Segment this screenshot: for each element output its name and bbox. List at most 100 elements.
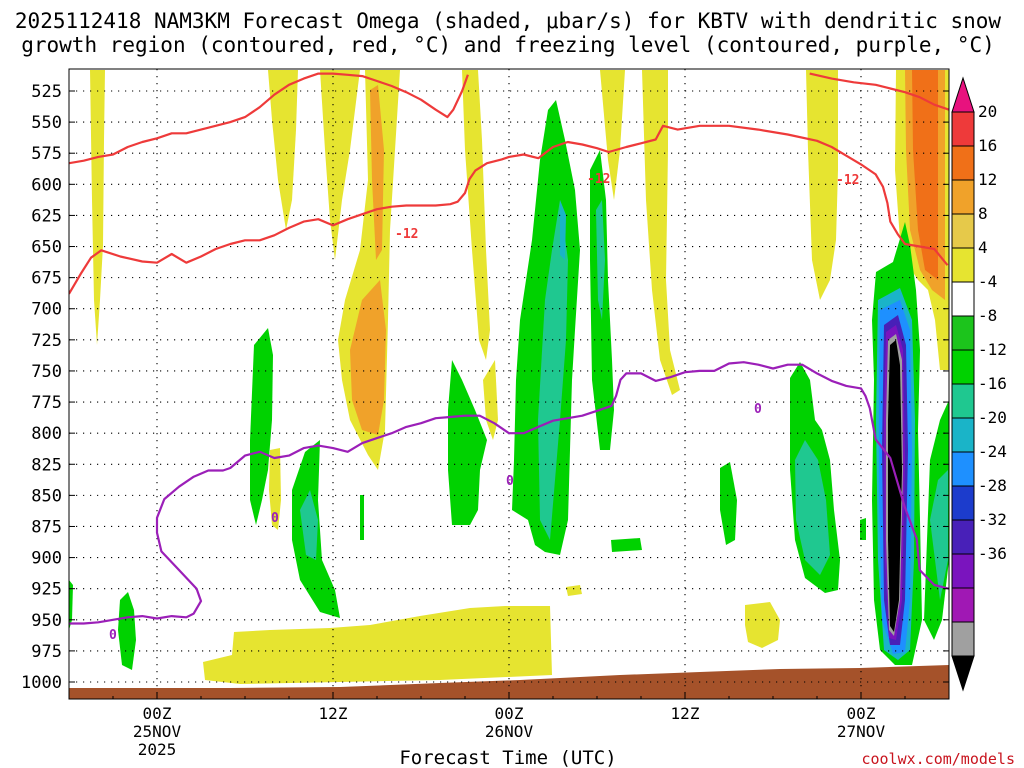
colorbar-label: 16 bbox=[978, 136, 997, 155]
contour-label-freezing: 0 bbox=[506, 474, 514, 489]
omega-positive-region bbox=[90, 70, 105, 345]
y-tick-label: 725 bbox=[31, 331, 62, 351]
colorbar-label: -28 bbox=[978, 476, 1007, 495]
contour-label-dendritic: -12 bbox=[836, 173, 859, 188]
colorbar-swatch bbox=[951, 417, 975, 453]
y-tick-label: 900 bbox=[31, 549, 62, 569]
colorbar-label: 4 bbox=[978, 238, 988, 257]
chart-title-line2: growth region (contoured, red, °C) and f… bbox=[21, 33, 995, 57]
y-tick-label: 825 bbox=[31, 455, 62, 475]
colorbar-swatch bbox=[951, 519, 975, 555]
colorbar-label: 12 bbox=[978, 170, 997, 189]
y-tick-label: 975 bbox=[31, 642, 62, 662]
colorbar-label: -24 bbox=[978, 442, 1007, 461]
omega-negative-region bbox=[720, 462, 737, 545]
omega-negative-region bbox=[448, 360, 487, 525]
omega-negative-region bbox=[69, 580, 73, 630]
y-tick-label: 950 bbox=[31, 611, 62, 631]
omega-negative-region bbox=[611, 538, 642, 552]
x-tick-date: 26NOV bbox=[485, 722, 534, 741]
omega-negative-region bbox=[560, 200, 566, 260]
grid bbox=[69, 69, 949, 699]
x-tick-label: 00Z bbox=[847, 704, 876, 723]
colorbar-swatch bbox=[951, 451, 975, 487]
colorbar-swatch bbox=[951, 621, 975, 657]
y-tick-label: 600 bbox=[31, 175, 62, 195]
colorbar-swatch bbox=[951, 111, 975, 147]
contour-line bbox=[69, 361, 949, 625]
omega-positive-region bbox=[642, 70, 680, 395]
y-tick-label: 800 bbox=[31, 424, 62, 444]
omega-positive-region bbox=[806, 70, 838, 300]
colorbar-swatch bbox=[951, 383, 975, 419]
contour-line bbox=[69, 72, 469, 165]
contour-line bbox=[69, 124, 949, 295]
y-tick-label: 775 bbox=[31, 393, 62, 413]
omega-negative-region bbox=[250, 328, 273, 525]
omega-positive-region bbox=[483, 360, 498, 440]
colorbar-label: -36 bbox=[978, 544, 1007, 563]
y-tick-label: 625 bbox=[31, 206, 62, 226]
omega-positive-region bbox=[269, 448, 281, 530]
y-tick-label: 925 bbox=[31, 580, 62, 600]
omega-negative-region bbox=[930, 470, 948, 600]
colorbar-label: -12 bbox=[978, 340, 1007, 359]
x-tick-date: 25NOV bbox=[133, 722, 182, 741]
y-tick-label: 675 bbox=[31, 269, 62, 289]
y-tick-label: 575 bbox=[31, 144, 62, 164]
omega-positive-region bbox=[912, 70, 938, 280]
omega-negative-region bbox=[596, 200, 605, 320]
omega-positive-region bbox=[350, 280, 386, 435]
omega-shading bbox=[69, 70, 949, 699]
omega-negative-region bbox=[538, 200, 568, 540]
y-tick-label: 850 bbox=[31, 486, 62, 506]
contour-line bbox=[809, 72, 949, 111]
colorbar-swatch bbox=[951, 655, 975, 692]
omega-negative-region bbox=[118, 592, 136, 670]
colorbar: 20 16 12 8 4 -4 -8 -12 -16 -20 -24 -28 -32 -36 bbox=[951, 76, 1007, 692]
contour-label-freezing: 0 bbox=[754, 402, 762, 417]
omega-negative-region bbox=[888, 340, 902, 632]
colorbar-label: -4 bbox=[978, 272, 997, 291]
y-tick-label: 1000 bbox=[21, 673, 62, 693]
contour-label-dendritic: -12 bbox=[587, 172, 610, 187]
x-tick-label: 12Z bbox=[319, 704, 348, 723]
y-tick-label: 525 bbox=[31, 82, 62, 102]
credit-text: coolwx.com/models bbox=[861, 750, 1015, 768]
colorbar-label: -32 bbox=[978, 510, 1007, 529]
colorbar-label: -8 bbox=[978, 306, 997, 325]
terrain bbox=[69, 665, 949, 699]
omega-positive-region bbox=[745, 602, 780, 648]
colorbar-swatch bbox=[951, 485, 975, 521]
omega-negative-region bbox=[300, 490, 318, 560]
x-tick-label: 00Z bbox=[143, 704, 172, 723]
contour-label-freezing: 0 bbox=[109, 628, 117, 643]
colorbar-swatch bbox=[951, 315, 975, 351]
colorbar-swatch bbox=[951, 587, 975, 623]
colorbar-label: -20 bbox=[978, 408, 1007, 427]
y-tick-label: 750 bbox=[31, 362, 62, 382]
omega-positive-region bbox=[370, 85, 384, 260]
y-tick-label: 875 bbox=[31, 517, 62, 537]
omega-positive-region bbox=[268, 70, 298, 230]
omega-positive-region bbox=[566, 585, 582, 596]
contour-label-freezing: 0 bbox=[271, 511, 279, 526]
colorbar-label: 20 bbox=[978, 102, 997, 121]
omega-positive-region bbox=[203, 606, 552, 684]
colorbar-swatch bbox=[951, 145, 975, 181]
colorbar-swatch bbox=[951, 349, 975, 385]
colorbar-label: -16 bbox=[978, 374, 1007, 393]
y-tick-label: 700 bbox=[31, 300, 62, 320]
omega-negative-region bbox=[795, 440, 830, 575]
contour-label-dendritic: -12 bbox=[395, 227, 418, 242]
y-tick-label: 550 bbox=[31, 113, 62, 133]
colorbar-swatch bbox=[951, 247, 975, 283]
colorbar-swatch bbox=[951, 281, 975, 317]
x-tick-year: 2025 bbox=[138, 740, 177, 759]
y-tick-label: 650 bbox=[31, 238, 62, 258]
omega-negative-region bbox=[860, 518, 866, 540]
omega-positive-region bbox=[600, 70, 625, 200]
colorbar-swatch bbox=[951, 179, 975, 215]
